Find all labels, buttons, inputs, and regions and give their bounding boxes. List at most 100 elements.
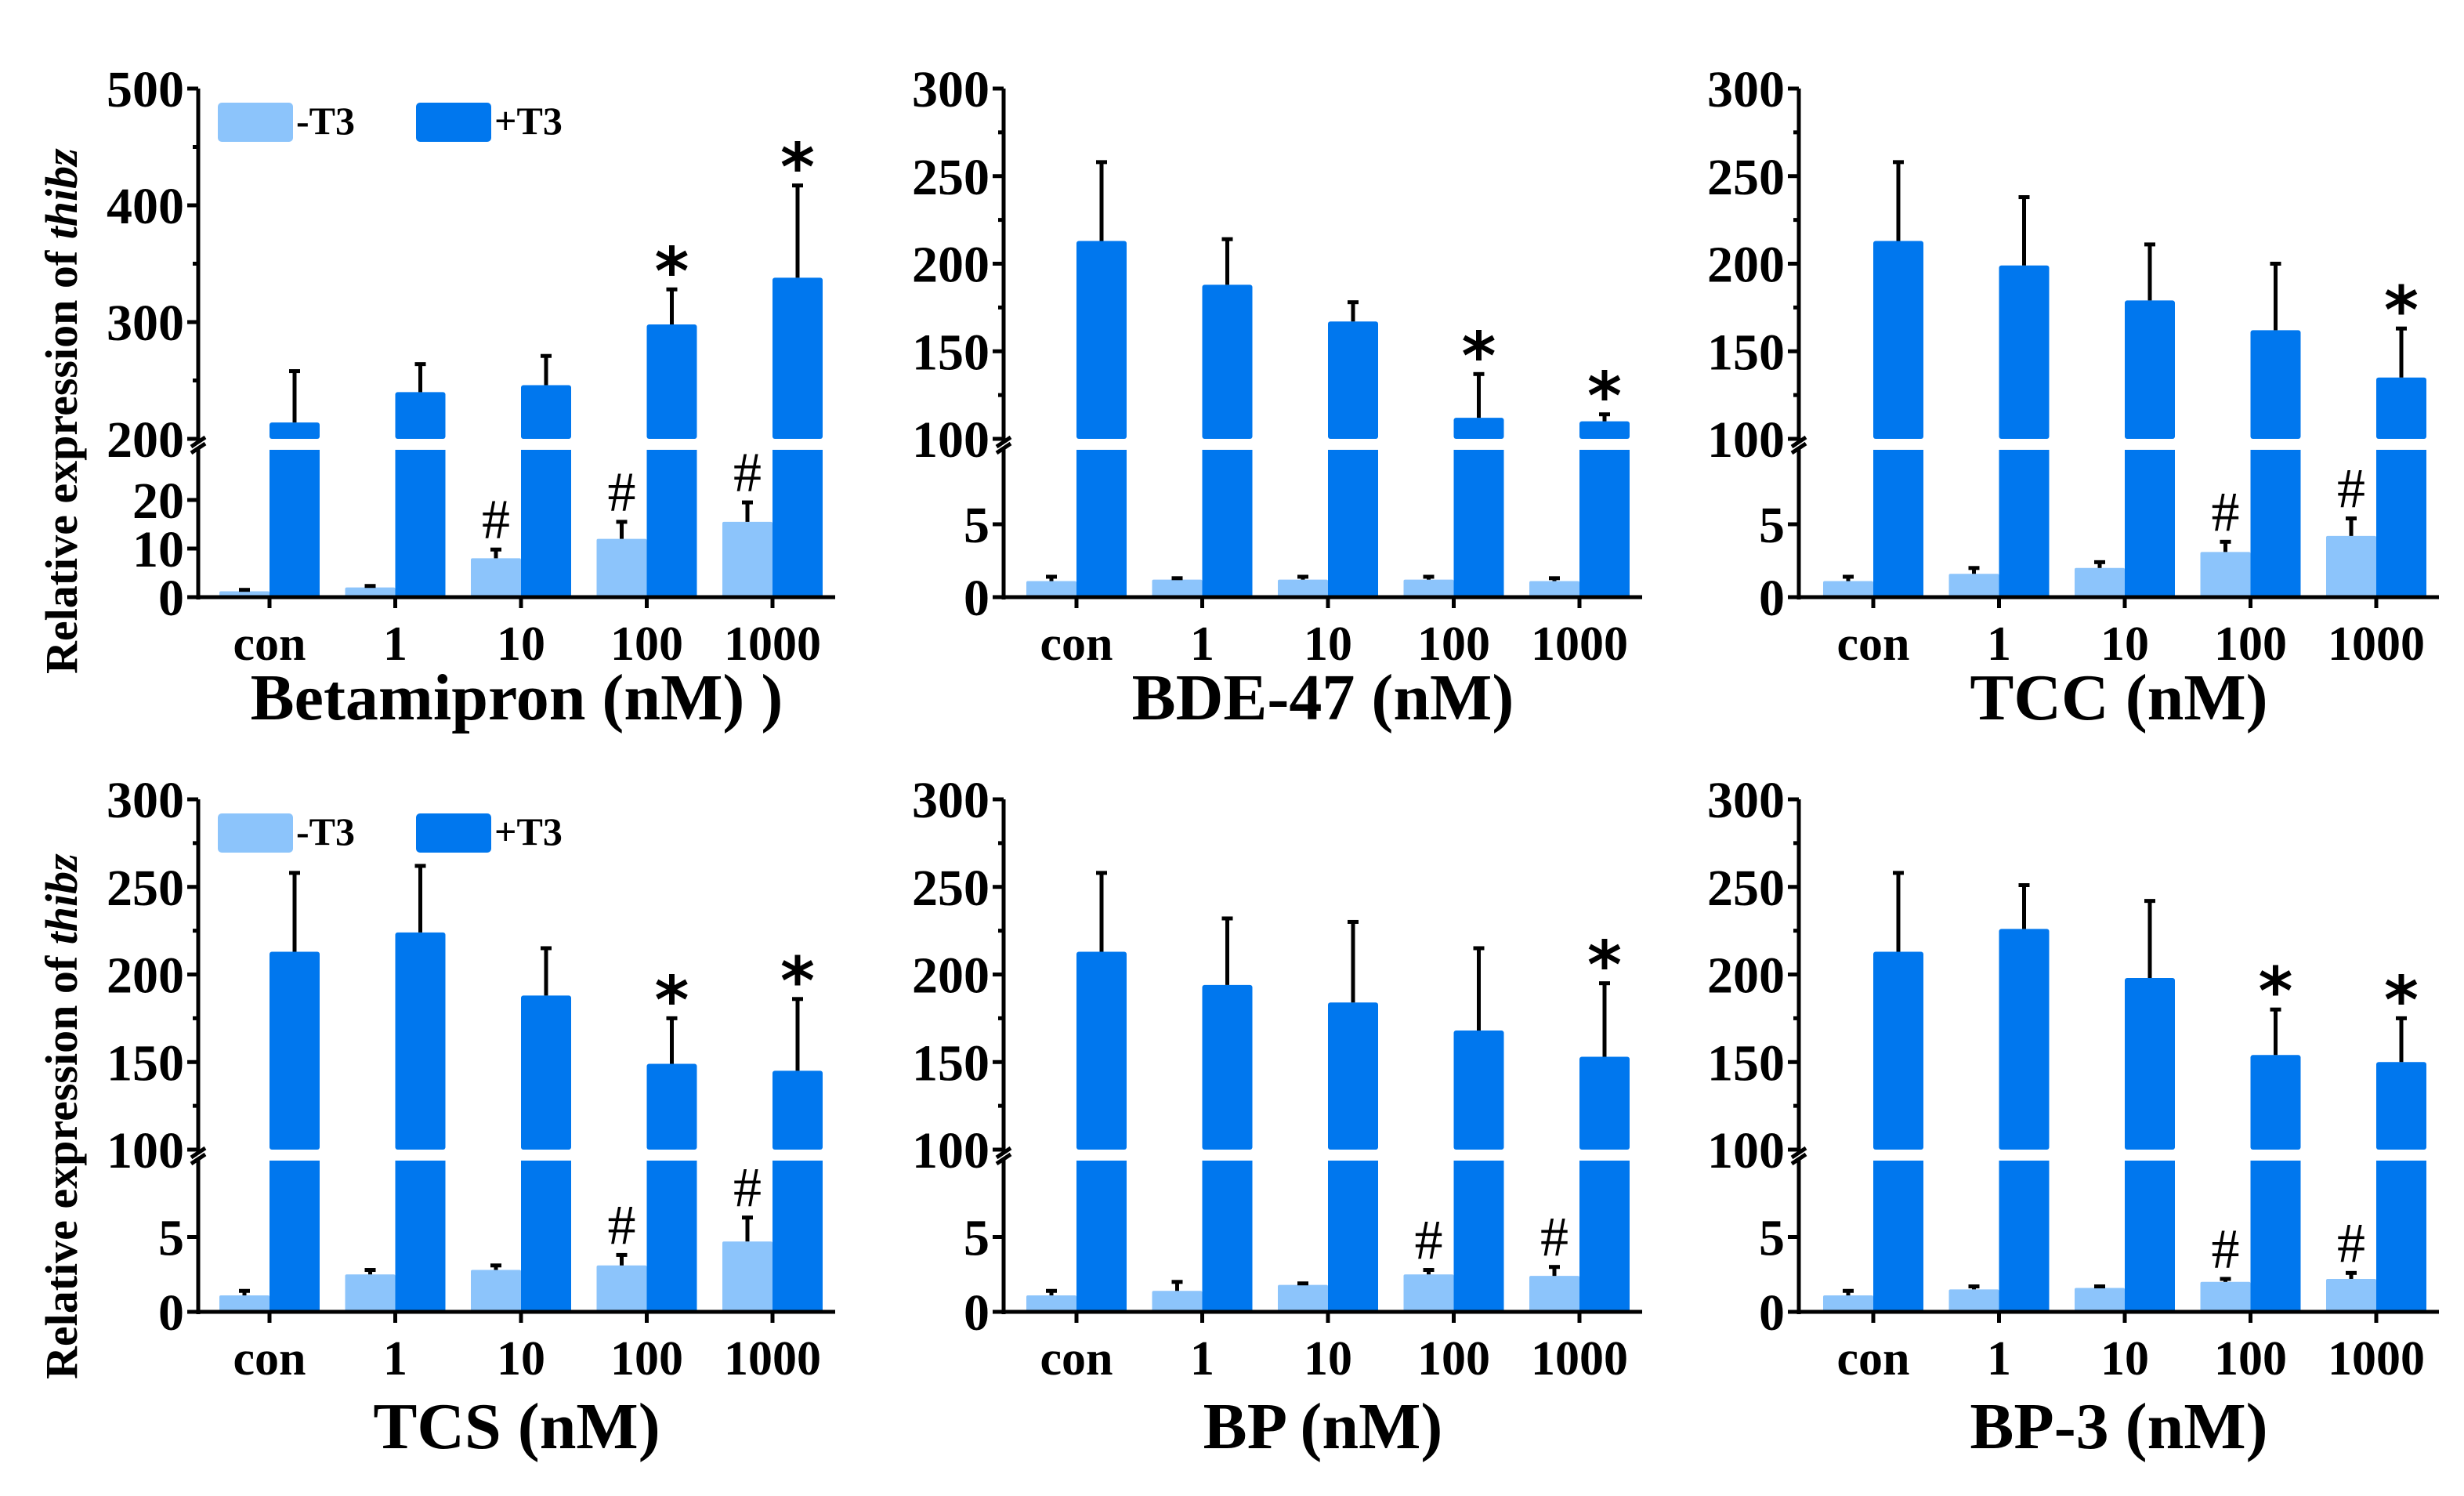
x-tick-label: 10 [1304,618,1352,671]
bar-+T3-con-upper [270,422,320,439]
x-tick-label: 1000 [1531,1332,1628,1386]
x-tick-label: 100 [1417,1332,1490,1386]
bar-+T3-10-upper [521,385,571,439]
bar-+T3-100-lower [2250,450,2301,597]
y-tick-label: 250 [912,860,990,917]
bar-+T3-10-upper [2125,300,2175,439]
x-tick-label: 1 [1987,618,2011,671]
bar--T3-1000 [2326,1278,2376,1312]
bar-+T3-1-upper [1999,929,2050,1150]
x-tick-label: 100 [1417,618,1490,671]
x-tick-label: 100 [2214,618,2287,671]
bar-+T3-10-lower [521,1161,571,1312]
bar--T3-100 [2200,1281,2251,1312]
y-tick-label: 200 [912,237,990,294]
x-tick-label: con [1040,618,1113,671]
y-tick-label: 150 [912,1034,990,1092]
bar--T3-10 [1278,579,1328,597]
bar--T3-100 [1403,1274,1454,1312]
bar-+T3-100-upper [1453,1031,1504,1150]
y-tick-label: 300 [1707,61,1785,118]
bar--T3-10 [471,1270,521,1312]
significance-star: * [1462,317,1496,394]
x-tick-label: 1000 [2328,1332,2425,1386]
y-tick-label: 0 [964,1284,990,1342]
bar--T3-con [1026,1295,1076,1312]
bar--T3-100 [596,538,647,597]
bar-+T3-10-upper [1328,1002,1378,1150]
bar-+T3-10-lower [1328,450,1378,597]
x-tick-label: 1000 [724,1332,821,1386]
significance-hash: # [608,1194,636,1256]
significance-star: * [780,943,815,1020]
bar-+T3-1-upper [1999,265,2050,439]
bar-+T3-100-upper [646,1063,697,1150]
bar--T3-1 [1948,574,1999,597]
bar--T3-1000 [722,521,772,597]
bar--T3-1 [1152,1291,1203,1312]
bar-+T3-1-upper [395,932,446,1150]
y-tick-label: 5 [964,497,990,554]
y-tick-label: 150 [1707,324,1785,381]
bar-+T3-100-upper [2250,1055,2301,1150]
x-tick-label: con [233,1332,306,1386]
bar-+T3-1000-lower [1579,1161,1630,1312]
bar-+T3-1000-lower [772,450,823,597]
bar-+T3-con-lower [1076,450,1127,597]
x-axis-title: TCC (nM) [1970,661,2267,734]
significance-hash: # [733,441,762,504]
y-axis-title-gene: thibz [36,148,87,239]
bar-+T3-100-lower [1453,450,1504,597]
significance-hash: # [1540,1206,1568,1269]
y-axis-title-row2: Relative expression of thibz [36,853,87,1379]
x-tick-label: 10 [2100,1332,2149,1386]
bar--T3-100 [1403,579,1454,597]
bar--T3-10 [2075,567,2125,597]
significance-hash: # [482,488,510,551]
y-tick-label: 5 [964,1210,990,1267]
bar-+T3-1-lower [1202,1161,1253,1312]
x-tick-label: 10 [497,618,545,671]
bar-+T3-10-lower [1328,1161,1378,1312]
bar--T3-100 [2200,552,2251,597]
x-tick-label: con [1040,1332,1113,1386]
bar-+T3-1-lower [1999,450,2050,597]
y-tick-label: 200 [912,947,990,1005]
bar--T3-10 [471,558,521,597]
y-tick-label: 300 [107,295,184,352]
bar-+T3-con-upper [1873,951,1923,1150]
bar-+T3-1000-upper [2376,377,2426,439]
bar-+T3-100-upper [646,324,697,439]
significance-star: * [1587,358,1622,435]
y-axis-title-prefix: Relative expression of [36,239,87,674]
y-tick-label: 300 [912,772,990,829]
bar-+T3-con-upper [1873,241,1923,439]
legend-label: +T3 [494,99,563,143]
y-tick-label: 0 [964,570,990,627]
y-tick-label: 400 [107,178,184,235]
bar-+T3-con-upper [1076,951,1127,1150]
y-tick-label: 150 [107,1034,184,1092]
bar-+T3-10-lower [521,450,571,597]
bar-+T3-100-lower [646,1161,697,1312]
significance-hash: # [608,461,636,523]
bar--T3-1 [345,1274,396,1312]
panel-4: # # * * 0 5 100 150 200 250 300 con 1 10 100 1000 TCS (n… [107,772,835,1463]
bar-+T3-100-lower [1453,1161,1504,1312]
significance-hash: # [2212,480,2240,543]
significance-star: * [780,129,815,206]
y-axis-title-row1: Relative expression of thibz [36,148,87,674]
y-tick-label: 150 [912,324,990,381]
y-tick-label: 100 [912,411,990,469]
axis-break-mark [995,1146,1012,1166]
x-tick-label: 1 [383,1332,407,1386]
y-tick-label: 0 [1759,1284,1785,1342]
bar-+T3-10-upper [2125,977,2175,1150]
y-tick-label: 200 [1707,237,1785,294]
x-tick-label: 1000 [1531,618,1628,671]
x-axis-title: Betamipron (nM) ) [251,661,783,734]
bar--T3-1000 [722,1241,772,1312]
y-tick-label: 300 [912,61,990,118]
legend-label: +T3 [494,810,563,853]
